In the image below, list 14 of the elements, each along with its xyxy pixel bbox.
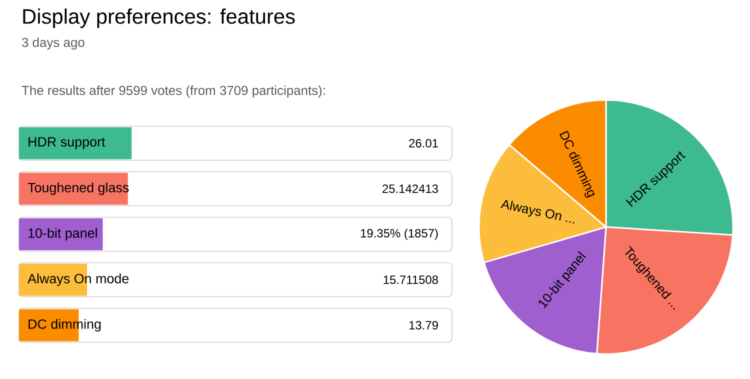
data-label: 25.142413 (382, 184, 438, 193)
category-label: HDR support (28, 137, 106, 150)
chart-subtitle: 3 days ago (22, 38, 84, 50)
data-label: 15.711508 (384, 276, 438, 284)
text: The results after 9599 votes (from 3709 participants): (22, 86, 325, 98)
data-label: 13.79 (409, 321, 438, 330)
data-label: 19.35% (1857) (360, 228, 438, 240)
data-label: 26.01 (409, 139, 438, 148)
bar (19, 218, 103, 250)
bar (19, 127, 132, 160)
bar (19, 172, 128, 205)
category-label: 10-bit panel (28, 228, 97, 241)
chart-title: Display preferences: features (23, 8, 295, 28)
slice-label: Always On ... (500, 200, 574, 224)
